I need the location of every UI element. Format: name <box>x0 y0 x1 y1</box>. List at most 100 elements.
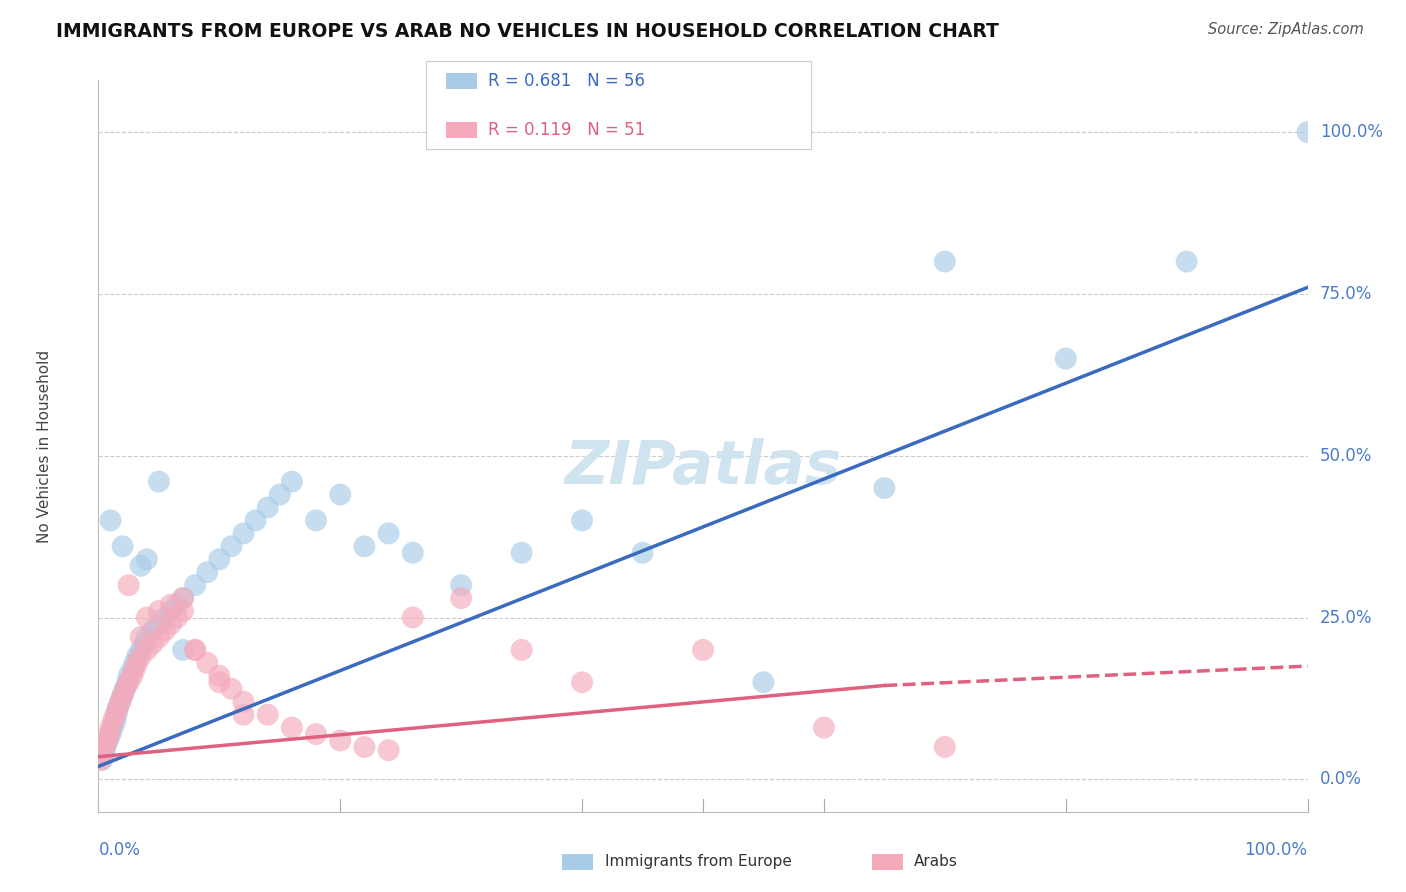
Point <box>107 701 129 715</box>
Point <box>160 598 183 612</box>
Point <box>93 739 115 754</box>
Point <box>105 707 128 722</box>
Point <box>329 487 352 501</box>
Text: R = 0.681   N = 56: R = 0.681 N = 56 <box>488 72 645 90</box>
Point <box>160 604 183 618</box>
Point <box>172 604 194 618</box>
Point <box>153 610 176 624</box>
Point <box>305 513 328 527</box>
Point <box>184 643 207 657</box>
Point <box>510 643 533 657</box>
Text: 100.0%: 100.0% <box>1320 123 1382 141</box>
Point <box>114 681 136 696</box>
Point <box>124 662 146 676</box>
Point <box>108 695 131 709</box>
Text: 25.0%: 25.0% <box>1320 608 1372 626</box>
Point <box>934 739 956 754</box>
Point <box>101 721 124 735</box>
Point <box>353 739 375 754</box>
Point <box>166 598 188 612</box>
Point <box>148 475 170 489</box>
Point <box>127 649 149 664</box>
Text: 100.0%: 100.0% <box>1244 841 1308 859</box>
Point <box>752 675 775 690</box>
Point <box>232 707 254 722</box>
Point <box>256 707 278 722</box>
Point <box>142 624 165 638</box>
Point <box>256 500 278 515</box>
Point <box>184 578 207 592</box>
Point <box>208 675 231 690</box>
Point <box>402 610 425 624</box>
Point <box>124 656 146 670</box>
Point <box>510 546 533 560</box>
Text: Arabs: Arabs <box>914 855 957 869</box>
Point <box>153 624 176 638</box>
Point <box>692 643 714 657</box>
Point <box>195 656 218 670</box>
Point <box>118 578 141 592</box>
Point <box>172 591 194 606</box>
Point <box>96 733 118 747</box>
Point <box>100 721 122 735</box>
Point <box>101 714 124 728</box>
Point <box>117 675 139 690</box>
Point <box>108 695 131 709</box>
Point <box>232 526 254 541</box>
Point <box>118 669 141 683</box>
Point <box>111 539 134 553</box>
Point <box>160 617 183 632</box>
Point <box>121 669 143 683</box>
Point <box>90 753 112 767</box>
Point <box>232 695 254 709</box>
Point <box>402 546 425 560</box>
Point <box>221 681 243 696</box>
Point <box>1054 351 1077 366</box>
Point <box>135 630 157 644</box>
Point <box>129 649 152 664</box>
Point <box>873 481 896 495</box>
Point <box>631 546 654 560</box>
Point <box>104 707 127 722</box>
Point <box>195 566 218 580</box>
Point <box>98 727 121 741</box>
Point <box>172 643 194 657</box>
Point <box>93 747 115 761</box>
Point <box>571 513 593 527</box>
Text: 75.0%: 75.0% <box>1320 285 1372 303</box>
Point <box>129 630 152 644</box>
Point <box>450 591 472 606</box>
Point <box>208 552 231 566</box>
Point <box>245 513 267 527</box>
Point <box>377 743 399 757</box>
Point <box>281 721 304 735</box>
Point <box>148 604 170 618</box>
Point <box>129 643 152 657</box>
Text: 0.0%: 0.0% <box>1320 771 1361 789</box>
Text: R = 0.119   N = 51: R = 0.119 N = 51 <box>488 121 645 139</box>
Point <box>377 526 399 541</box>
Point <box>353 539 375 553</box>
Point <box>94 739 117 754</box>
Point <box>100 727 122 741</box>
Text: No Vehicles in Household: No Vehicles in Household <box>37 350 52 542</box>
Point <box>107 701 129 715</box>
Text: Immigrants from Europe: Immigrants from Europe <box>605 855 792 869</box>
Point <box>148 630 170 644</box>
Point <box>571 675 593 690</box>
Point <box>281 475 304 489</box>
Point <box>129 558 152 573</box>
Point <box>813 721 835 735</box>
Point <box>208 669 231 683</box>
Point <box>1175 254 1198 268</box>
Point <box>91 753 114 767</box>
Point <box>172 591 194 606</box>
Point <box>118 675 141 690</box>
Point <box>934 254 956 268</box>
Text: 50.0%: 50.0% <box>1320 447 1372 465</box>
Text: IMMIGRANTS FROM EUROPE VS ARAB NO VEHICLES IN HOUSEHOLD CORRELATION CHART: IMMIGRANTS FROM EUROPE VS ARAB NO VEHICL… <box>56 22 1000 41</box>
Point <box>114 681 136 696</box>
Point <box>111 688 134 702</box>
Point <box>97 733 120 747</box>
Text: ZIPatlas: ZIPatlas <box>564 439 842 498</box>
